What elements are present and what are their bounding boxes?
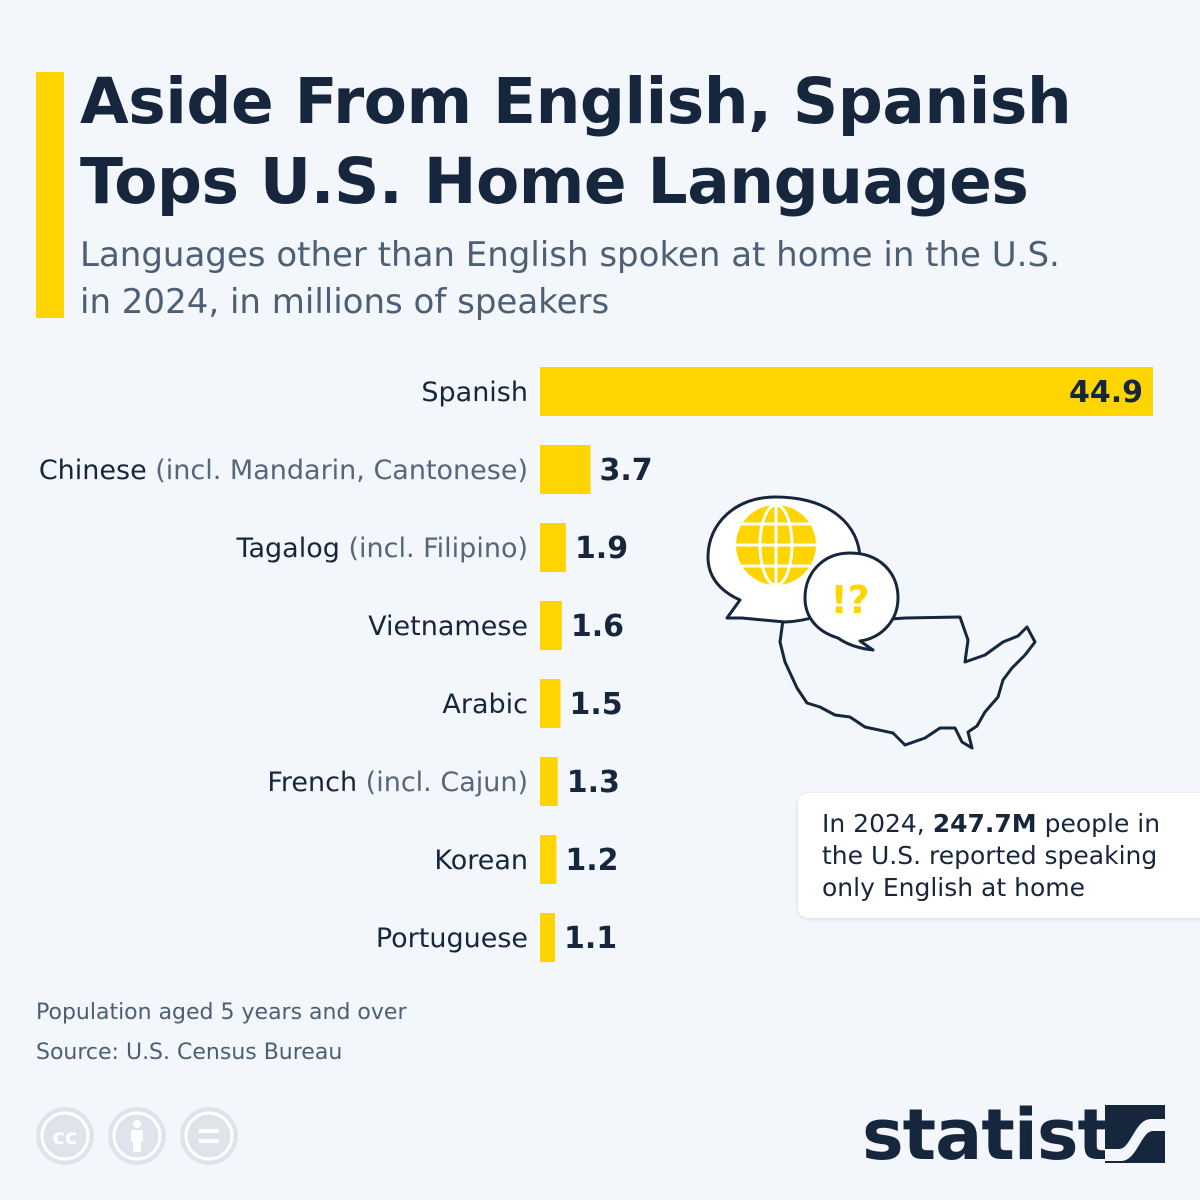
callout-text: In 2024, 247.7M people in the U.S. repor…: [822, 808, 1192, 904]
value-label-portuguese: 1.1: [564, 921, 617, 956]
category-label-tagalog: Tagalog (incl. Filipino): [235, 533, 528, 564]
statista-logo-icon[interactable]: [1105, 1105, 1165, 1163]
attribution-icon[interactable]: [108, 1107, 166, 1165]
us-map-icon: [778, 614, 1037, 750]
category-label-vietnamese: Vietnamese: [368, 611, 528, 642]
category-name: Spanish: [421, 377, 528, 408]
category-label-arabic: Arabic: [442, 689, 528, 720]
category-note: (incl. Filipino): [340, 533, 528, 564]
cc-icon[interactable]: cc: [36, 1107, 94, 1165]
callout-suffix: people in the U.S. reported speaking onl…: [822, 809, 1161, 902]
category-label-chinese: Chinese (incl. Mandarin, Cantonese): [39, 455, 528, 486]
bar-tagalog: [540, 523, 566, 572]
bar-chinese: [540, 445, 591, 494]
question-speech-bubble-icon: !?: [803, 551, 900, 652]
category-name: Tagalog: [235, 533, 339, 564]
category-note: (incl. Cajun): [357, 767, 528, 798]
category-note: (incl. Mandarin, Cantonese): [147, 455, 528, 486]
callout-highlight: 247.7M: [932, 809, 1037, 838]
category-label-portuguese: Portuguese: [376, 923, 528, 954]
category-name: Arabic: [442, 689, 528, 720]
no-derivatives-icon[interactable]: [180, 1107, 238, 1165]
subtitle-line-1: Languages other than English spoken at h…: [80, 235, 1060, 275]
value-label-french: 1.3: [567, 765, 620, 800]
category-name: Portuguese: [376, 923, 528, 954]
footnote: Population aged 5 years and over: [36, 1000, 407, 1025]
bar-vietnamese: [540, 601, 562, 650]
category-name: French: [267, 767, 357, 798]
value-label-korean: 1.2: [565, 843, 618, 878]
bar-portuguese: [540, 913, 556, 962]
category-label-korean: Korean: [434, 845, 528, 876]
title-line-2: Tops U.S. Home Languages: [80, 145, 1029, 218]
value-label-chinese: 3.7: [600, 453, 653, 488]
source-note: Source: U.S. Census Bureau: [36, 1040, 343, 1065]
callout-box: [798, 793, 1200, 918]
subtitle: Languages other than English spoken at h…: [80, 232, 1160, 326]
page-title: Aside From English, Spanish Tops U.S. Ho…: [80, 62, 1160, 222]
accent-bar: [36, 72, 64, 318]
bar-french: [540, 757, 558, 806]
svg-text:!?: !?: [830, 578, 869, 622]
subtitle-line-2: in 2024, in millions of speakers: [80, 282, 610, 322]
value-label-spanish: 44.9: [1069, 375, 1143, 410]
bar-arabic: [540, 679, 561, 728]
value-label-arabic: 1.5: [569, 687, 622, 722]
bar-korean: [540, 835, 557, 884]
bar-chart: Spanish 44.9 Chinese (incl. Mandarin, Cant…: [39, 367, 1153, 962]
value-label-vietnamese: 1.6: [571, 609, 624, 644]
title-line-1: Aside From English, Spanish: [80, 65, 1072, 138]
category-label-spanish: Spanish: [421, 377, 528, 408]
bar-spanish: [540, 367, 1153, 416]
value-label-tagalog: 1.9: [575, 531, 628, 566]
category-name: Vietnamese: [368, 611, 528, 642]
category-name: Korean: [434, 845, 528, 876]
callout-prefix: In 2024,: [822, 809, 933, 838]
category-label-french: French (incl. Cajun): [267, 767, 528, 798]
category-name: Chinese: [39, 455, 147, 486]
svg-text:cc: cc: [53, 1125, 78, 1149]
